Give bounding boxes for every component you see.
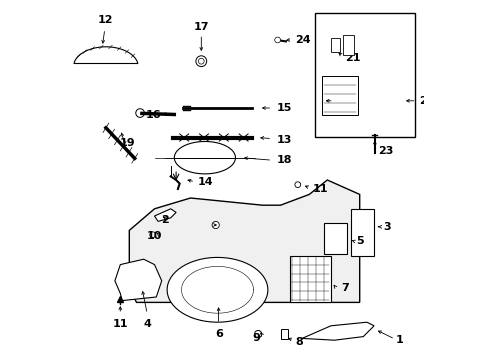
- Text: 19: 19: [120, 138, 135, 148]
- Circle shape: [136, 109, 144, 117]
- Bar: [321, 76, 357, 115]
- Text: 7: 7: [341, 283, 349, 293]
- Text: 23: 23: [377, 146, 392, 156]
- Bar: [330, 38, 339, 52]
- Text: 21: 21: [345, 53, 360, 63]
- Text: 11: 11: [112, 319, 128, 329]
- Circle shape: [149, 232, 155, 238]
- Text: 24: 24: [294, 35, 310, 45]
- Polygon shape: [302, 322, 373, 340]
- Bar: [280, 329, 288, 339]
- Circle shape: [274, 37, 280, 43]
- Bar: [314, 13, 415, 137]
- Text: 6: 6: [215, 329, 223, 339]
- Text: 9: 9: [252, 333, 260, 343]
- Polygon shape: [115, 259, 162, 301]
- Bar: [323, 223, 346, 254]
- Text: 1: 1: [395, 335, 403, 345]
- Text: 17: 17: [193, 22, 209, 32]
- Text: 10: 10: [146, 231, 162, 241]
- Text: 8: 8: [294, 337, 302, 347]
- Text: 14: 14: [197, 177, 213, 187]
- Text: 11: 11: [312, 184, 328, 194]
- Text: 18: 18: [276, 155, 292, 165]
- Text: 4: 4: [143, 319, 151, 329]
- Polygon shape: [167, 257, 267, 322]
- Text: 20: 20: [418, 96, 433, 106]
- Text: 15: 15: [276, 103, 292, 113]
- Text: 12: 12: [98, 15, 113, 25]
- Text: 5: 5: [355, 236, 363, 246]
- Text: 2: 2: [161, 215, 168, 225]
- Circle shape: [196, 56, 206, 67]
- Text: 3: 3: [382, 222, 390, 232]
- Bar: [343, 35, 354, 55]
- Bar: [350, 209, 373, 256]
- Text: 22: 22: [336, 96, 351, 106]
- Circle shape: [254, 330, 261, 338]
- Bar: [289, 256, 330, 302]
- Text: 16: 16: [146, 110, 162, 120]
- Circle shape: [212, 221, 219, 229]
- Text: 13: 13: [276, 135, 292, 145]
- Circle shape: [294, 182, 300, 188]
- Polygon shape: [154, 209, 176, 221]
- Polygon shape: [74, 47, 138, 63]
- Polygon shape: [174, 141, 235, 174]
- Polygon shape: [129, 180, 359, 302]
